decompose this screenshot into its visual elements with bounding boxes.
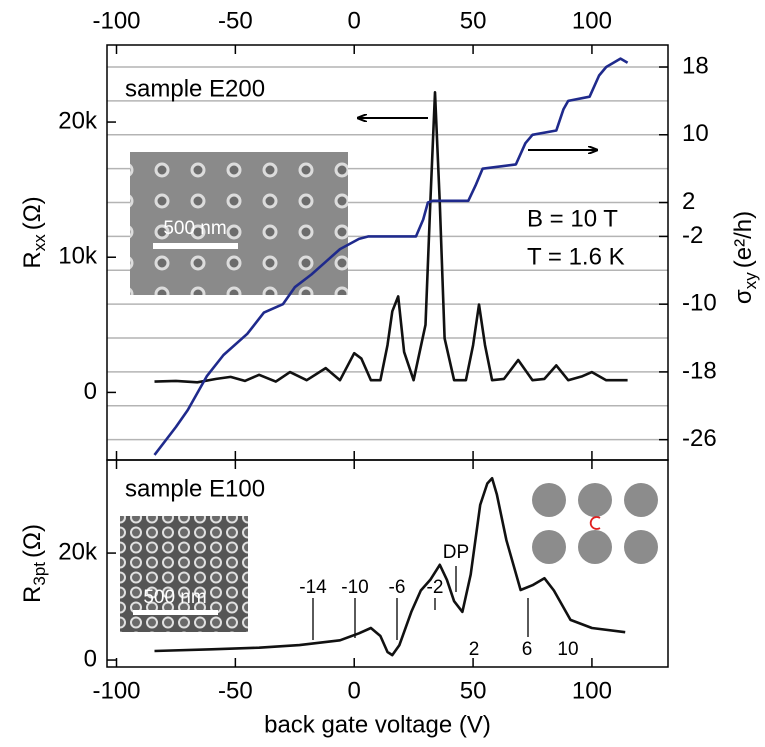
annotation: B = 10 T <box>527 205 618 232</box>
data-line <box>153 57 629 456</box>
y-tick-label: 10k <box>58 243 98 270</box>
axis-label: Rxx (Ω) <box>19 196 49 268</box>
label-subscript: xx <box>30 234 49 252</box>
inset-image <box>130 152 348 295</box>
lattice-dot <box>578 530 612 564</box>
x-tick-label: -50 <box>218 7 253 34</box>
panel-label: sample E100 <box>125 475 265 502</box>
axis-label: R3pt (Ω) <box>19 524 49 603</box>
y2-tick-label: -10 <box>682 290 717 317</box>
axis-label: σxy (e²/h) <box>730 211 760 304</box>
lattice-dot <box>624 530 658 564</box>
x-tick-label: 50 <box>460 677 487 704</box>
scale-bar <box>133 610 218 615</box>
x-tick-label: 0 <box>348 677 361 704</box>
label-unit: (e²/h) <box>730 211 757 268</box>
annotation: -14 <box>299 577 327 598</box>
annotation: DP <box>443 542 469 563</box>
y-tick-label: 20k <box>58 107 98 134</box>
annotation: T = 1.6 K <box>527 243 625 270</box>
data-line <box>154 91 628 384</box>
lattice-dot <box>624 483 658 517</box>
x-tick-label: -100 <box>92 677 140 704</box>
x-axis-label: back gate voltage (V) <box>264 711 491 738</box>
label-symbol: R <box>19 586 46 603</box>
y2-tick-label: 2 <box>682 188 695 215</box>
plot-frame <box>106 459 669 668</box>
panel-label: sample E200 <box>125 75 265 102</box>
scale-bar <box>153 243 238 249</box>
lattice-dot <box>532 483 566 517</box>
annotation: -6 <box>389 577 406 598</box>
y-tick-label: 20k <box>58 538 98 565</box>
y2-tick-label: -26 <box>682 425 717 452</box>
label-unit: (Ω) <box>19 196 46 230</box>
orbit-arrow <box>589 516 601 530</box>
y2-tick-label: 10 <box>682 120 709 147</box>
x-tick-label: 50 <box>460 7 487 34</box>
x-tick-label: 100 <box>572 677 612 704</box>
scale-bar-label: 500 nm <box>143 587 206 608</box>
label-unit: (Ω) <box>19 524 46 558</box>
y2-tick-label: -2 <box>682 222 703 249</box>
annotation: 6 <box>522 639 533 660</box>
label-subscript: xy <box>741 272 760 290</box>
annotation: -2 <box>427 577 444 598</box>
y2-tick-label: -18 <box>682 357 717 384</box>
scale-bar-label: 500 nm <box>163 218 226 239</box>
y-tick-label: 0 <box>84 378 97 405</box>
label-symbol: R <box>19 251 46 268</box>
lattice-dot <box>578 483 612 517</box>
y2-tick-label: 18 <box>682 52 709 79</box>
x-tick-label: -100 <box>92 7 140 34</box>
annotation: -10 <box>341 577 368 598</box>
x-tick-label: -50 <box>218 677 253 704</box>
y-tick-label: 0 <box>84 645 97 672</box>
annotation: 2 <box>469 639 480 660</box>
x-tick-label: 100 <box>572 7 612 34</box>
lattice-dot <box>532 530 566 564</box>
x-tick-label: 0 <box>348 7 361 34</box>
label-subscript: 3pt <box>30 562 49 586</box>
annotation: 10 <box>557 639 578 660</box>
label-symbol: σ <box>730 289 757 304</box>
data-line <box>154 476 626 657</box>
